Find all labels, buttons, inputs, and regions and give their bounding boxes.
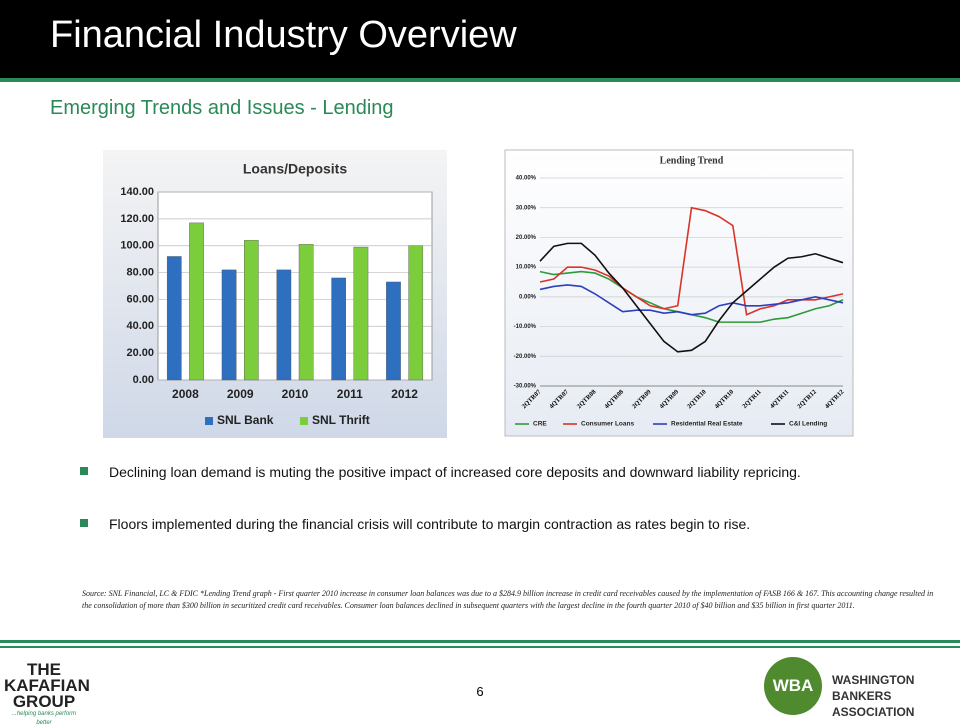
y-tick-label: 120.00 (120, 213, 154, 225)
logo-tagline: ...helping banks perform better (11, 711, 77, 726)
bar (221, 269, 237, 381)
bar (353, 246, 369, 381)
bar (166, 256, 182, 381)
line-series (539, 242, 844, 353)
y-tick-label: -20.00% (514, 354, 537, 360)
y-tick-label: 40.00% (516, 176, 537, 182)
bullet: Floors implemented during the financial … (80, 514, 895, 534)
left-logo: THE KAFAFIAN GROUP ...helping banks perfo… (4, 661, 90, 728)
bar (331, 277, 347, 381)
x-tick-label: 2012 (391, 387, 418, 401)
line-series (539, 284, 844, 316)
y-tick-label: 0.00 (133, 374, 154, 386)
bar (243, 240, 259, 381)
line-series (539, 206, 844, 316)
y-tick-label: 30.00% (516, 205, 537, 211)
chart-title: Loans/Deposits (243, 161, 347, 177)
charts: Loans/Deposits 0.00 20.00 40.00 60.00 80.00 10… (103, 149, 854, 438)
rule (0, 640, 960, 643)
legend-swatch (205, 417, 213, 425)
page-number: 6 (476, 684, 484, 699)
y-tick-label: 80.00 (126, 266, 154, 278)
y-tick-label: 40.00 (126, 320, 154, 332)
y-tick-label: -30.00% (514, 384, 537, 390)
legend-label: Consumer Loans (581, 421, 634, 428)
y-tick-label: 20.00 (126, 347, 154, 359)
logo-text: THE KAFAFIAN GROUP (4, 660, 90, 711)
x-tick-label: 2008 (172, 387, 199, 401)
x-tick-label: 2010 (282, 387, 309, 401)
legend-label: CRE (533, 421, 547, 428)
bar (386, 281, 401, 381)
legend-label: Residential Real Estate (671, 421, 743, 428)
footnote: Source: SNL Financial, LC & FDIC *Lendin… (82, 589, 934, 610)
header-bar (0, 0, 960, 82)
legend-swatch (300, 417, 308, 425)
x-tick-label: 2011 (337, 387, 363, 401)
y-tick-label: 100.00 (120, 240, 154, 252)
x-tick-label: 2009 (227, 387, 254, 401)
legend-label: SNL Thrift (312, 413, 370, 427)
right-logo-badge: WBA (764, 657, 822, 715)
y-tick-label: -10.00% (514, 324, 537, 330)
y-tick-label: 60.00 (126, 293, 154, 305)
subtitle: Emerging Trends and Issues - Lending (50, 97, 394, 119)
right-logo-text: WASHINGTON BANKERS ASSOCIATION (832, 673, 915, 719)
bar (276, 269, 292, 381)
bar (408, 245, 424, 381)
y-tick-label: 20.00% (516, 235, 537, 241)
y-tick-label: 0.00% (519, 294, 537, 300)
title: Financial Industry Overview (50, 14, 517, 56)
legend-label: C&I Lending (789, 421, 827, 428)
legend-label: SNL Bank (217, 413, 274, 427)
rule (0, 646, 960, 648)
bar (298, 244, 314, 381)
bullet: Declining loan demand is muting the posi… (80, 462, 895, 482)
y-tick-label: 140.00 (120, 186, 154, 198)
y-tick-label: 10.00% (516, 265, 537, 271)
bar (189, 222, 204, 381)
chart-title: Lending Trend (660, 155, 724, 166)
